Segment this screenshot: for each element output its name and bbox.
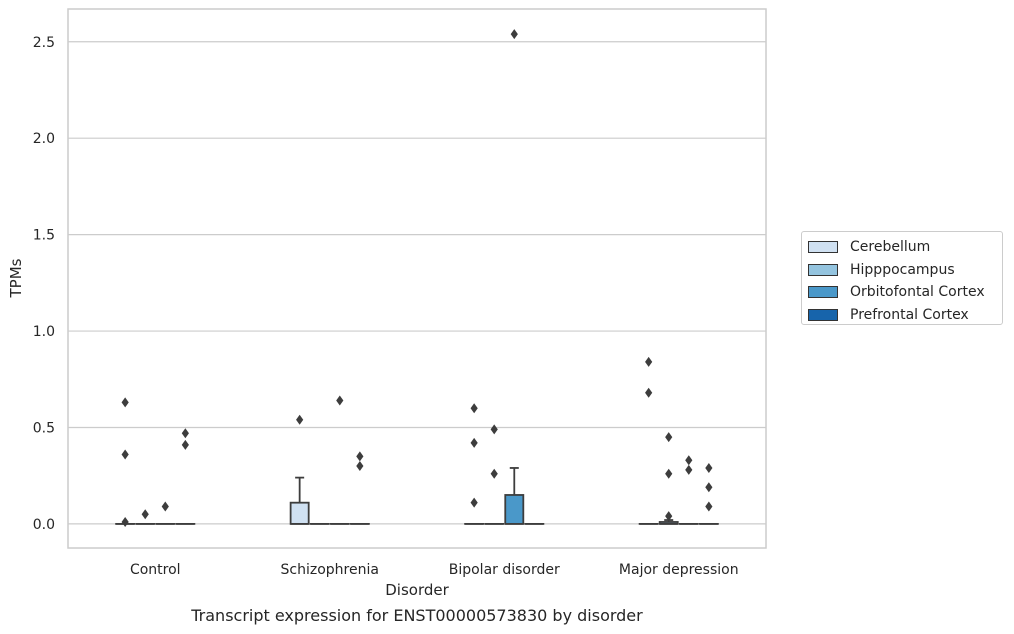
legend-label-orbitofrontal: Orbitofontal Cortex <box>850 284 985 301</box>
legend-label-prefrontal: Prefrontal Cortex <box>850 306 969 323</box>
outlier-point <box>356 461 364 472</box>
outlier-point <box>685 455 693 466</box>
grid-lines <box>68 41 766 525</box>
outlier-point <box>161 501 169 512</box>
outlier-point <box>705 501 713 512</box>
outlier-point <box>665 432 673 443</box>
y-tick-label: 0.5 <box>33 420 55 436</box>
y-tick-label: 1.5 <box>33 228 55 244</box>
plot-frame <box>67 8 767 549</box>
outlier-point <box>705 462 713 473</box>
outlier-point <box>121 516 129 527</box>
box <box>289 501 310 525</box>
chart-caption: Transcript expression for ENST0000057383… <box>191 606 643 625</box>
x-tick-label: Major depression <box>619 562 739 578</box>
boxes <box>115 29 719 527</box>
box-group <box>504 29 525 525</box>
box-group <box>658 432 679 525</box>
outlier-point <box>141 509 149 520</box>
y-tick-label: 2.5 <box>33 35 55 51</box>
legend: Cerebellum Hipppocampus Orbitofontal Cor… <box>801 231 1003 325</box>
y-tick-label: 1.0 <box>33 324 55 340</box>
outlier-point <box>510 29 518 40</box>
box-group <box>115 397 136 527</box>
legend-swatch-orbitofrontal <box>808 286 838 299</box>
box-group <box>638 356 659 525</box>
legend-item-hippocampus: Hipppocampus <box>808 259 1002 282</box>
outlier-point <box>121 397 129 408</box>
box-group <box>175 428 196 525</box>
x-axis-label: Disorder <box>385 581 449 599</box>
box-group <box>135 509 156 525</box>
x-tick-label: Schizophrenia <box>281 562 379 578</box>
outlier-point <box>181 428 189 439</box>
x-tick-label: Bipolar disorder <box>449 562 560 578</box>
outlier-point <box>121 449 129 460</box>
outlier-point <box>665 511 673 522</box>
outlier-point <box>490 424 498 435</box>
x-tick-label: Control <box>130 562 181 578</box>
legend-label-hippocampus: Hipppocampus <box>850 261 955 278</box>
outlier-point <box>645 356 653 367</box>
box-group <box>464 403 485 525</box>
outlier-point <box>665 468 673 479</box>
outlier-point <box>470 403 478 414</box>
legend-swatch-hippocampus <box>808 263 838 276</box>
outlier-point <box>296 414 304 425</box>
box-group <box>484 424 505 525</box>
y-axis-ticks: 0.0 0.5 1.0 1.5 2.0 2.5 <box>33 35 55 533</box>
legend-item-prefrontal: Prefrontal Cortex <box>808 304 1002 327</box>
box-group <box>289 414 310 525</box>
y-tick-label: 2.0 <box>33 131 55 147</box>
outlier-point <box>336 395 344 406</box>
outlier-point <box>181 439 189 450</box>
box-group <box>329 395 350 525</box>
legend-swatch-cerebellum <box>808 241 838 254</box>
box <box>504 494 525 525</box>
y-axis-label: TPMs <box>7 258 25 298</box>
outlier-point <box>470 497 478 508</box>
outlier-point <box>645 387 653 398</box>
box-group <box>349 451 370 525</box>
box-group <box>678 455 699 525</box>
outlier-point <box>470 437 478 448</box>
box-group <box>698 462 719 525</box>
y-tick-label: 0.0 <box>33 517 55 533</box>
outlier-point <box>490 468 498 479</box>
legend-swatch-prefrontal <box>808 308 838 321</box>
legend-label-cerebellum: Cerebellum <box>850 239 931 256</box>
x-axis-ticks: Control Schizophrenia Bipolar disorder Majo… <box>130 562 739 578</box>
outlier-point <box>685 464 693 475</box>
outlier-point <box>356 451 364 462</box>
box-group <box>155 501 176 525</box>
legend-item-orbitofrontal: Orbitofontal Cortex <box>808 281 1002 304</box>
legend-item-cerebellum: Cerebellum <box>808 236 1002 259</box>
outlier-point <box>705 482 713 493</box>
